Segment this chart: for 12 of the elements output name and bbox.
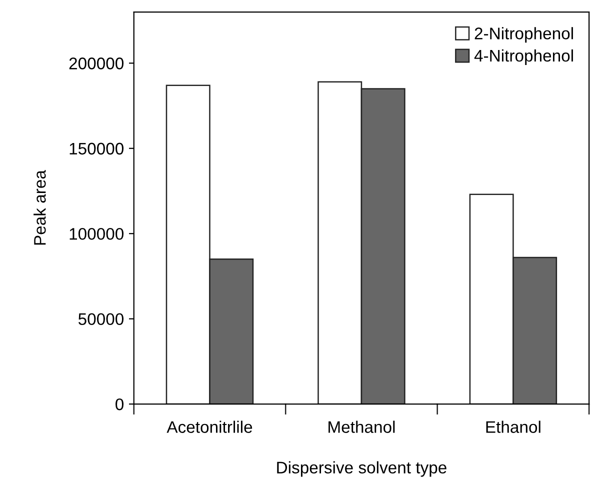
x-tick-label: Ethanol [486,420,540,433]
y-tick-label: 100000 [70,228,124,240]
y-tick-label: 50000 [78,313,124,326]
legend-label: 4-Nitrophenol [474,49,573,65]
y-tick-label: 200000 [69,58,124,70]
y-axis-title: Peak area [34,170,46,245]
x-axis-title: Dispersive solvent type [277,461,446,477]
legend-label: 2-Nitrophenol [474,27,573,43]
x-tick-label: Methanol [328,420,395,433]
y-tick-label: 0 [116,398,124,410]
x-tick-label: Acetonitrlile [166,420,252,433]
y-tick-label: 150000 [70,142,124,155]
